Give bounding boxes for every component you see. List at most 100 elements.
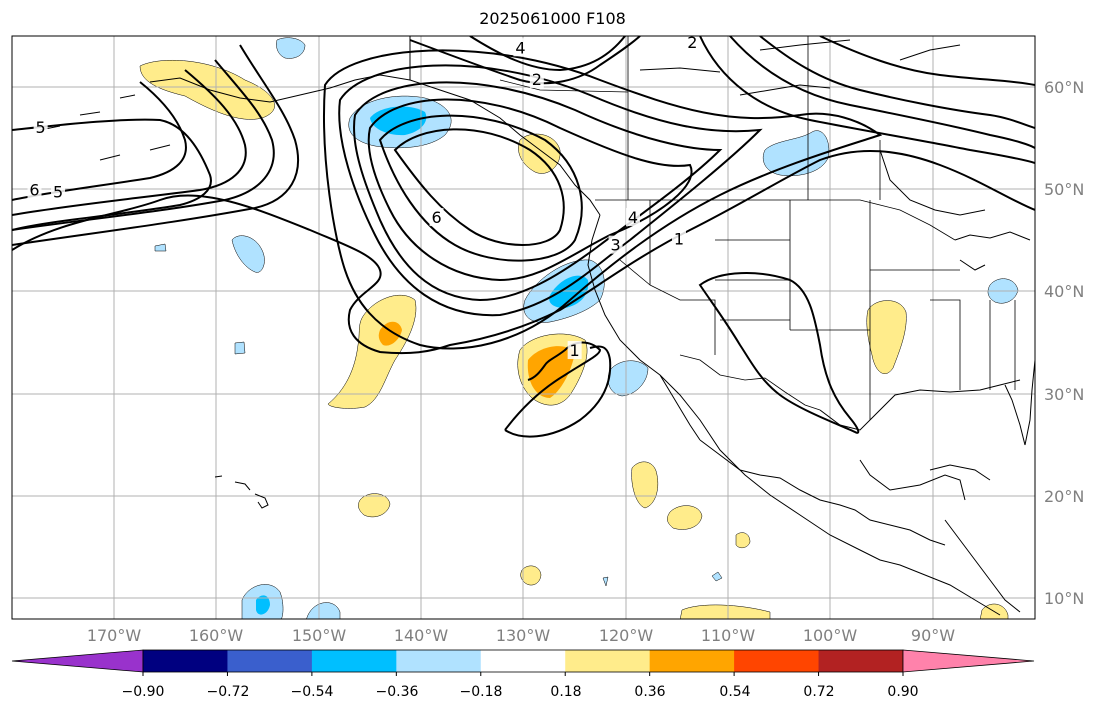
anomaly-negative-tiny-a [154, 243, 167, 252]
anomaly-positive-south [679, 604, 771, 619]
contour-4-pacific [367, 98, 693, 282]
mexico-interior [699, 439, 946, 546]
westcoast [587, 214, 1001, 616]
contour-label-background [429, 208, 444, 227]
anomaly-positive-baja-core [527, 346, 575, 398]
anomaly-positive-central-pacific [358, 493, 391, 518]
contour-northeast-4 [819, 36, 1035, 86]
eastcoast [1024, 359, 1035, 446]
lat-label-40: 40°N [1044, 282, 1085, 301]
colorbar-label-pos090: 0.90 [887, 684, 919, 700]
lon-label-160w: 160°W [188, 626, 244, 645]
contour-north-top [409, 36, 641, 85]
coastlines [39, 36, 1035, 616]
contour-label-background [33, 118, 48, 137]
contour-label-background [27, 180, 42, 199]
great-lakes [954, 231, 1031, 271]
colorbar-segment [565, 650, 651, 672]
florida [1004, 384, 1026, 446]
contour-3-pacific [353, 81, 723, 302]
colorbar-segment [649, 650, 735, 672]
lat-label-50: 50°N [1044, 180, 1085, 199]
colorbar-segment [143, 650, 228, 672]
anomaly-negative-baja [607, 360, 649, 397]
lat-label-20: 20°N [1044, 487, 1085, 506]
map-frame [11, 35, 1036, 620]
contour-label-background [51, 182, 66, 201]
anomaly-negative-central-pacific [231, 235, 265, 273]
colorbar-label-pos054: 0.54 [719, 684, 751, 700]
contour-label: 5 [36, 118, 46, 137]
contour-label-background [513, 38, 528, 57]
colorbar-label-neg090: −0.90 [121, 684, 165, 700]
contour-1-pacific [323, 49, 883, 350]
contour-label-background [671, 229, 686, 248]
anomaly-negative-tiny-b [234, 341, 246, 355]
contour-1-north [12, 149, 1035, 355]
colorbar-label-pos018: 0.18 [550, 684, 582, 700]
lat-label-30: 30°N [1044, 385, 1085, 404]
colorbar-segment [396, 650, 482, 672]
yucatan [859, 459, 966, 501]
contour-4-north [12, 69, 247, 216]
lon-label-140w: 140°W [393, 626, 449, 645]
colorbar-label-neg054: −0.54 [290, 684, 334, 700]
colorbar-segment [818, 650, 904, 672]
colorbar [11, 649, 1035, 676]
lon-label-170w: 170°W [86, 626, 142, 645]
contour-2-pacific [338, 64, 763, 317]
colorbar-label-neg018: −0.18 [459, 684, 503, 700]
contour-label-background [567, 341, 582, 360]
hawaii [214, 475, 269, 509]
lon-label-130w: 130°W [495, 626, 551, 645]
contour-label: 4 [515, 38, 525, 57]
hudson-bay [739, 84, 986, 216]
anomaly-negative-tiny-d [602, 576, 609, 587]
contour-label: 4 [628, 208, 638, 227]
anomaly-positive-small-b [735, 532, 751, 549]
lon-label-100w: 100°W [802, 626, 858, 645]
contour-label: 3 [610, 236, 620, 255]
anomaly-negative-bering [276, 37, 306, 59]
lon-label-90w: 90°W [910, 626, 956, 645]
contour-label-background [529, 69, 544, 88]
contours [12, 36, 1035, 438]
anomaly-negative-hawaii-south-core [256, 595, 270, 615]
contour-label-background [685, 36, 700, 52]
colorbar-ticks [142, 672, 904, 676]
contour-label: 6 [431, 208, 441, 227]
contour-northeast-1 [759, 36, 1035, 129]
contour-3-north [12, 59, 275, 231]
central-america [944, 519, 1021, 613]
contour-label: 6 [29, 180, 39, 199]
colorbar-extend-high [902, 649, 1035, 673]
anomaly-negative-california-core [549, 275, 589, 308]
lat-label-60: 60°N [1044, 78, 1085, 97]
colorbar-label-neg036: −0.36 [375, 684, 419, 700]
colorbar-segment [227, 650, 313, 672]
anomaly-positive-small-a [520, 565, 542, 586]
colorbar-label-pos072: 0.72 [803, 684, 835, 700]
colorbar-label-pos036: 0.36 [634, 684, 666, 700]
contour-2-north [12, 44, 300, 246]
contour-1-southwest-loop [504, 345, 612, 438]
lat-label-10: 10°N [1044, 589, 1085, 608]
contour-northeast-3 [699, 36, 1035, 164]
anomaly-positive-gulf [866, 300, 907, 374]
colorbar-label-neg072: −0.72 [206, 684, 250, 700]
us-mexico-border [679, 354, 821, 411]
contour-1-east [698, 272, 860, 434]
contour-label-background [625, 208, 640, 227]
contour-label: 5 [53, 182, 63, 201]
lon-label-110w: 110°W [700, 626, 756, 645]
anomaly-positive-e-pacific-b [667, 505, 703, 530]
contour-label: 2 [687, 33, 697, 52]
contour-label: 2 [532, 70, 542, 89]
contour-label: 1 [570, 341, 580, 360]
aleutian-coast [149, 74, 411, 103]
us-states [619, 200, 1016, 420]
